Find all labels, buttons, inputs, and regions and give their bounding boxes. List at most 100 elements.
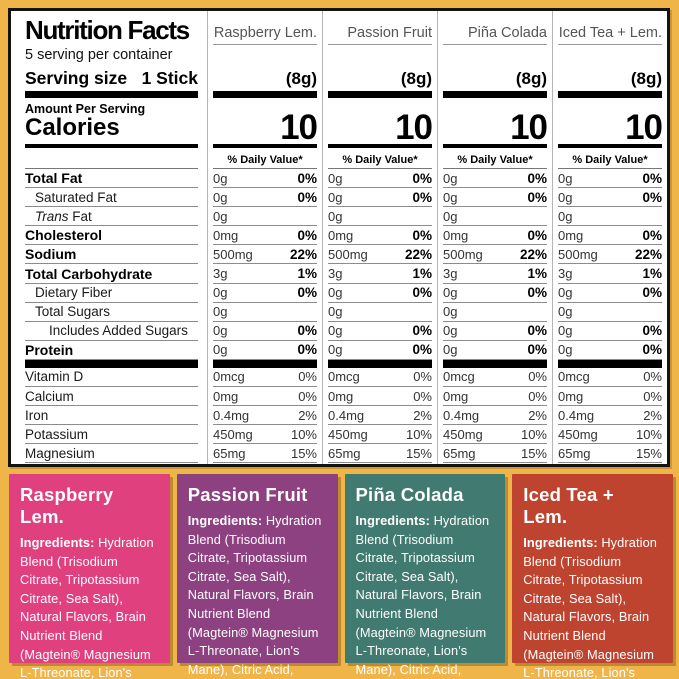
ingredients-label: Ingredients: (187, 513, 266, 528)
nutrient-value-row: 0mcg 0% (213, 368, 317, 388)
nutrient-amount: 0mg (328, 227, 354, 243)
nutrient-value-row: 0.4mg 2% (328, 406, 432, 426)
nutrient-row-label: Sodium (25, 245, 198, 265)
thick-rule (328, 359, 432, 368)
nutrient-amount: 0g (328, 304, 343, 320)
ingredient-panel-title: Iced Tea + Lem. (523, 484, 614, 527)
nutrient-daily-value: 0% (643, 369, 662, 385)
nutrient-daily-value: 0% (527, 227, 547, 243)
ingredient-list: Ingredients: Hydration Blend (Trisodium … (355, 513, 490, 677)
nutrient-row-label: Total Fat (25, 169, 198, 189)
nutrient-amount: 0g (328, 323, 343, 339)
nutrient-amount: 0mcg (558, 369, 590, 385)
nutrient-amount: 450mg (213, 426, 253, 442)
nutrient-value-row: 450mg 10% (443, 425, 547, 445)
nutrient-amount: 0g (558, 304, 573, 320)
nutrient-value-row: 0g 0% (558, 341, 662, 360)
nutrient-value-row: 0g 0% (328, 284, 432, 303)
nutrient-value-row: 3g 1% (328, 264, 432, 284)
nutrient-row-label: Total Sugars (25, 303, 198, 322)
nutrient-amount: 450mg (558, 426, 598, 442)
thick-rule (328, 91, 432, 98)
nutrient-value-rows: 0g 0% 0g 0% 0g 0mg 0% 500mg 22% 3g 1% 0g 0% 0g 0g 0% 0g 0… (558, 169, 662, 464)
nutrient-name: Magnesium (25, 445, 95, 461)
thick-rule (213, 359, 317, 368)
flavor-column: Iced Tea + Lem. (8g) 10% Daily Value* 0g 0% 0… (552, 11, 667, 464)
nutrient-row-label: Dietary Fiber (25, 284, 198, 303)
nutrient-amount: 65mg (213, 445, 246, 461)
nutrient-daily-value: 0% (642, 189, 662, 205)
nutrient-daily-value: 0% (412, 342, 432, 358)
nutrient-amount: 0g (328, 170, 343, 186)
ingredients-label: Ingredients: (523, 535, 602, 550)
nutrient-amount: 0g (213, 208, 228, 224)
daily-value-header: % Daily Value* (558, 148, 662, 169)
nutrient-value-row: 0g (558, 207, 662, 227)
nutrient-value-row: 65mg 15% (328, 444, 432, 464)
nutrient-value-row: 0mcg 0% (328, 368, 432, 388)
flavor-columns: Raspberry Lem. (8g) 10% Daily Value* 0g 0% 0g… (207, 11, 667, 464)
nutrient-label-rows: Total Fat Saturated Fat Trans Fat Cholester… (25, 169, 198, 464)
nutrient-name: Cholesterol (25, 227, 103, 244)
serving-size-row: Serving size 1 Stick (25, 66, 198, 88)
nutrient-daily-value: 0% (297, 189, 317, 205)
flavor-name: Piña Colada (443, 11, 547, 45)
nutrient-value-row: 0g 0% (443, 284, 547, 303)
flavor-column: Raspberry Lem. (8g) 10% Daily Value* 0g 0% 0g… (207, 11, 322, 464)
daily-value-header: % Daily Value* (213, 148, 317, 169)
nutrient-daily-value: 0% (413, 369, 432, 385)
nutrient-value-row: 0.4mg 2% (443, 406, 547, 426)
nutrient-amount: 0g (558, 189, 573, 205)
nutrient-daily-value: 2% (413, 407, 432, 423)
nutrient-amount: 0mg (328, 388, 354, 404)
nutrient-amount: 0g (443, 342, 458, 358)
ingredient-list: Ingredients: Hydration Blend (Trisodium … (20, 535, 154, 679)
nutrient-value-row: 0mcg 0% (558, 368, 662, 388)
nutrient-value-row: 0mg 0% (328, 226, 432, 246)
ingredient-list: Ingredients: Hydration Blend (Trisodium … (523, 535, 658, 679)
nutrient-daily-value: 0% (642, 342, 662, 358)
nutrient-amount: 0g (443, 304, 458, 320)
nutrient-row-label: Total Carbohydrate (25, 264, 198, 284)
nutrient-amount: 0mcg (213, 369, 245, 385)
flavor-column: Piña Colada (8g) 10% Daily Value* 0g 0% 0g 0% 0… (437, 11, 552, 464)
nutrient-daily-value: 0% (412, 189, 432, 205)
medium-rule (328, 144, 432, 148)
nutrient-amount: 0mg (443, 388, 469, 404)
nutrient-value-row: 0g 0% (443, 322, 547, 341)
nutrient-amount: 0g (443, 323, 458, 339)
ingredient-panel: Iced Tea + Lem. Ingredients: Hydration Bl… (512, 474, 673, 679)
nutrient-amount: 0g (213, 323, 228, 339)
nutrient-daily-value: 22% (634, 246, 662, 262)
nutrient-row-label: Includes Added Sugars (25, 322, 198, 341)
nutrient-daily-value: 22% (289, 246, 317, 262)
nutrient-daily-value: 0% (297, 227, 317, 243)
nutrient-amount: 450mg (443, 426, 483, 442)
nutrient-value-row: 0g (443, 207, 547, 227)
nutrient-amount: 0g (213, 170, 228, 186)
nutrient-daily-value: 0% (527, 323, 547, 339)
nutrient-daily-value: 15% (405, 445, 432, 461)
nutrient-daily-value: 22% (404, 246, 432, 262)
thick-rule (558, 359, 662, 368)
nutrient-daily-value: 0% (412, 227, 432, 243)
thick-rule (213, 91, 317, 98)
medium-rule (558, 144, 662, 148)
nutrient-value-row: 65mg 15% (213, 444, 317, 464)
nutrient-daily-value: 0% (528, 388, 547, 404)
nutrient-amount: 500mg (443, 246, 483, 262)
nutrient-daily-value: 0% (412, 170, 432, 186)
spacer (213, 45, 317, 66)
calories-block: Amount Per Serving Calories (25, 98, 198, 144)
nutrient-value-row: 0g 0% (558, 284, 662, 303)
nutrient-name: Dietary Fiber (35, 285, 113, 301)
nutrient-name: Protein (25, 341, 74, 358)
nutrient-value-row: 0mg 0% (558, 387, 662, 407)
nutrient-value-row: 0g 0% (558, 188, 662, 208)
nutrient-daily-value: 0% (297, 323, 317, 339)
calories-label: Calories (25, 114, 120, 141)
nutrient-amount: 0g (328, 342, 343, 358)
nutrition-row-labels-column: Nutrition Facts 5 serving per container … (11, 11, 207, 464)
nutrient-value-row: 0g 0% (328, 188, 432, 208)
nutrient-value-row: 0g 0% (328, 341, 432, 360)
